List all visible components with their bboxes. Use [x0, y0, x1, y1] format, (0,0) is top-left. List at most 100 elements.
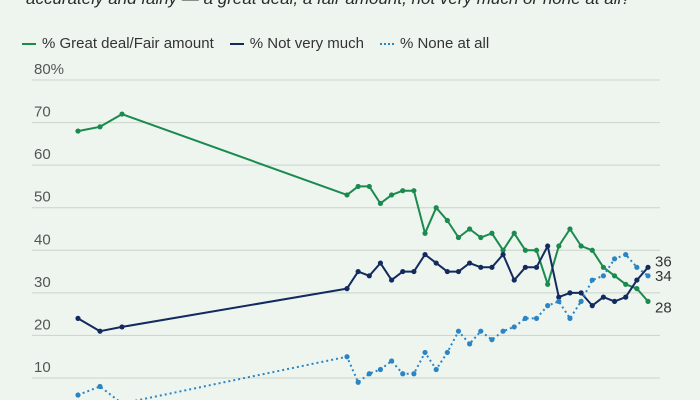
- data-point: [75, 128, 81, 134]
- data-point: [533, 315, 540, 321]
- y-tick-label: 40: [34, 231, 51, 248]
- end-value-label: 34: [655, 268, 672, 285]
- legend-item-none-at-all: % None at all: [379, 35, 489, 52]
- data-point: [634, 264, 640, 270]
- data-point: [355, 379, 361, 385]
- y-tick-label: 80%: [34, 61, 64, 78]
- data-point: [455, 234, 462, 241]
- data-point: [567, 226, 573, 232]
- legend-swatch-great-deal: [22, 42, 36, 45]
- data-point: [119, 324, 125, 330]
- data-point: [75, 392, 81, 398]
- data-point: [645, 264, 651, 270]
- data-point: [645, 273, 651, 279]
- data-point: [533, 264, 540, 270]
- data-point: [433, 366, 439, 373]
- data-point: [623, 251, 629, 258]
- legend-swatch-not-very-much: [229, 42, 244, 45]
- data-point: [388, 358, 395, 364]
- end-value-label: 28: [655, 299, 672, 316]
- data-point: [478, 328, 484, 334]
- legend-label-not-very-much: % Not very much: [249, 35, 364, 52]
- data-point: [411, 371, 417, 377]
- data-point: [511, 277, 517, 283]
- legend-item-not-very-much: % Not very much: [229, 35, 364, 52]
- data-point: [578, 298, 584, 304]
- data-point: [366, 273, 372, 279]
- y-tick-label: 30: [34, 274, 51, 291]
- data-point: [556, 298, 562, 304]
- data-point: [623, 281, 629, 287]
- data-point: [567, 290, 573, 296]
- data-point: [467, 341, 473, 347]
- data-point: [388, 277, 395, 283]
- data-point: [545, 243, 551, 249]
- data-point: [634, 286, 640, 292]
- data-point: [500, 247, 506, 253]
- data-point: [533, 247, 540, 253]
- data-point: [623, 294, 629, 300]
- data-point: [567, 315, 573, 321]
- series-line-1: [77, 245, 649, 333]
- data-point: [489, 230, 495, 236]
- data-point: [645, 298, 651, 304]
- legend-item-great-deal: % Great deal/Fair amount: [22, 35, 214, 52]
- data-point: [556, 294, 562, 300]
- data-point: [444, 349, 450, 356]
- data-point: [97, 124, 103, 130]
- data-point: [511, 230, 517, 236]
- data-point: [377, 260, 384, 266]
- data-point: [611, 298, 618, 304]
- data-point: [422, 230, 428, 236]
- data-point: [97, 383, 103, 390]
- legend-label-great-deal: % Great deal/Fair amount: [42, 35, 214, 52]
- data-point: [355, 183, 361, 190]
- data-point: [511, 324, 517, 330]
- data-point: [634, 277, 640, 283]
- data-point: [578, 243, 584, 249]
- data-point: [600, 273, 607, 279]
- data-point: [611, 273, 618, 279]
- y-tick-label: 50: [34, 189, 51, 206]
- data-point: [589, 277, 595, 283]
- y-tick-label: 60: [34, 146, 51, 163]
- data-point: [578, 290, 584, 296]
- y-tick-label: 20: [34, 316, 51, 333]
- data-point: [589, 247, 595, 253]
- data-point: [600, 264, 607, 270]
- data-point: [545, 303, 551, 309]
- data-point: [455, 268, 462, 275]
- data-point: [611, 256, 618, 262]
- data-point: [400, 188, 406, 194]
- data-point: [433, 205, 439, 211]
- data-point: [589, 303, 595, 309]
- data-point: [522, 315, 528, 321]
- data-point: [556, 243, 562, 249]
- data-point: [444, 268, 450, 275]
- data-point: [411, 188, 417, 194]
- data-point: [444, 217, 450, 224]
- data-point: [411, 268, 417, 275]
- y-tick-label: 10: [34, 359, 51, 376]
- data-point: [97, 328, 103, 334]
- data-point: [344, 354, 350, 360]
- data-point: [422, 251, 428, 258]
- data-point: [433, 260, 439, 266]
- data-point: [500, 251, 506, 258]
- data-point: [366, 183, 372, 190]
- data-point: [377, 366, 384, 373]
- data-point: [600, 294, 607, 300]
- legend-swatch-none-at-all: [379, 42, 394, 45]
- end-value-label: 36: [655, 253, 672, 270]
- data-point: [500, 328, 506, 334]
- data-point: [355, 268, 361, 275]
- data-point: [377, 200, 384, 207]
- data-point: [455, 328, 462, 334]
- chart-legend: % Great deal/Fair amount % Not very much…: [22, 35, 489, 52]
- data-point: [422, 349, 428, 356]
- data-point: [522, 264, 528, 270]
- data-point: [545, 281, 551, 287]
- data-point: [344, 192, 350, 198]
- data-point: [75, 315, 81, 321]
